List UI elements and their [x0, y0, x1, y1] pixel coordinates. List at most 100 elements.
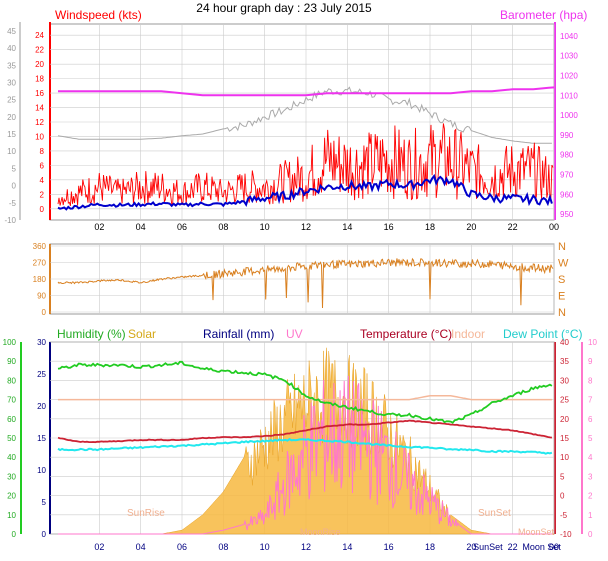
humidity-y-tick-label: 70 — [7, 396, 16, 405]
outer-y-tick-label: -10 — [4, 216, 16, 225]
uv-y-tick-label: 6 — [588, 415, 593, 424]
temp-y-tick-label: -5 — [560, 511, 568, 520]
wind-y-tick-label: 22 — [35, 46, 44, 55]
baro-y-tick-label: 1030 — [560, 52, 578, 61]
wind-x-tick-label: 10 — [260, 222, 270, 232]
wind-y-tick-label: 2 — [40, 190, 45, 199]
baro-y-tick-label: 1000 — [560, 111, 578, 120]
rain-y-tick-label: 30 — [37, 338, 46, 347]
rain-y-tick-label: 15 — [37, 434, 46, 443]
outer-y-tick-label: 0 — [12, 182, 17, 191]
humidity-y-tick-label: 20 — [7, 492, 16, 501]
wind-x-tick-label: 00 — [549, 222, 559, 232]
sunrise-annotation: SunRise — [127, 508, 165, 519]
outer-y-tick-label: 30 — [7, 78, 16, 87]
temperature-line — [57, 419, 552, 444]
wind-direction-line — [57, 257, 554, 309]
uv-y-tick-label: 1 — [588, 511, 593, 520]
temp-y-tick-label: 40 — [560, 338, 569, 347]
dir-compass-label: S — [558, 274, 565, 286]
climate-x-tick-label: 22 — [508, 542, 518, 552]
uv-y-tick-label: 8 — [588, 376, 593, 385]
page-title: 24 hour graph day : 23 July 2015 — [196, 1, 372, 15]
humidity-y-tick-label: 40 — [7, 453, 16, 462]
dir-compass-label: W — [558, 258, 569, 270]
uv-y-tick-label: 10 — [588, 338, 597, 347]
rain-y-tick-label: 0 — [42, 530, 47, 539]
rainfall-label: Rainfall (mm) — [203, 327, 274, 341]
baro-extreme-line — [57, 86, 552, 144]
temp-y-tick-label: 5 — [560, 472, 565, 481]
wind-y-tick-label: 6 — [40, 161, 45, 170]
climate-x-tick-label: 00 — [549, 542, 559, 552]
climate-x-tick-label: 08 — [218, 542, 228, 552]
wind-y-tick-label: 18 — [35, 75, 44, 84]
climate-x-tick-label: SunSet — [473, 542, 503, 552]
wind-y-tick-label: 16 — [35, 89, 44, 98]
temp-y-tick-label: 20 — [560, 415, 569, 424]
rain-y-tick-label: 10 — [37, 466, 46, 475]
dir-y-tick-label: 360 — [33, 242, 47, 251]
wind-y-tick-label: 20 — [35, 60, 44, 69]
wind-y-tick-label: 4 — [40, 176, 45, 185]
climate-x-tick-label: 04 — [136, 542, 146, 552]
indoor-label: Indoor — [451, 327, 485, 341]
baro-y-tick-label: 990 — [560, 131, 574, 140]
wind-x-tick-label: 06 — [177, 222, 187, 232]
climate-x-tick-label: 10 — [260, 542, 270, 552]
climate-x-tick-label: 16 — [384, 542, 394, 552]
humidity-label: Humidity (%) — [57, 327, 126, 341]
outer-y-tick-label: 40 — [7, 44, 16, 53]
windspeed-line — [57, 123, 554, 207]
humidity-y-tick-label: 80 — [7, 376, 16, 385]
indoor-temp-line — [58, 395, 552, 401]
baro-y-tick-label: 950 — [560, 210, 574, 219]
uv-label: UV — [286, 327, 303, 341]
outer-y-tick-label: 10 — [7, 147, 16, 156]
climate-x-tick-label: 06 — [177, 542, 187, 552]
outer-y-tick-label: 15 — [7, 130, 16, 139]
uv-y-tick-label: 4 — [588, 453, 593, 462]
climate-x-tick-label: Moon Set — [522, 542, 561, 552]
humidity-y-tick-label: 60 — [7, 415, 16, 424]
baro-y-tick-label: 960 — [560, 190, 574, 199]
moonrise-annotation: MoonRise — [300, 527, 341, 537]
dir-compass-label: N — [558, 241, 566, 253]
temp-y-tick-label: 25 — [560, 396, 569, 405]
dir-compass-label: N — [558, 307, 566, 319]
wind-x-tick-label: 14 — [342, 222, 352, 232]
climate-x-tick-label: 20 — [466, 542, 476, 552]
humidity-y-tick-label: 30 — [7, 472, 16, 481]
temp-y-tick-label: 10 — [560, 453, 569, 462]
humidity-y-tick-label: 10 — [7, 511, 16, 520]
wind-x-tick-label: 04 — [136, 222, 146, 232]
wind-y-tick-label: 0 — [40, 205, 45, 214]
outer-y-tick-label: 20 — [7, 113, 16, 122]
uv-y-tick-label: 0 — [588, 530, 593, 539]
dewpoint-label: Dew Point (°C) — [503, 327, 582, 341]
dewpoint-line — [57, 438, 553, 455]
wind-y-tick-label: 8 — [40, 147, 45, 156]
baro-y-tick-label: 1040 — [560, 32, 578, 41]
climate-x-tick-label: 18 — [425, 542, 435, 552]
sunset-annotation: SunSet — [478, 508, 511, 519]
rain-y-tick-label: 25 — [37, 370, 46, 379]
wind-y-tick-label: 24 — [35, 31, 44, 40]
uv-y-tick-label: 5 — [588, 434, 593, 443]
wind-y-tick-label: 12 — [35, 118, 44, 127]
uv-y-tick-label: 3 — [588, 472, 593, 481]
baro-axis-label: Barometer (hpa) — [500, 8, 587, 22]
humidity-y-tick-label: 90 — [7, 357, 16, 366]
wind-y-tick-label: 10 — [35, 132, 44, 141]
dir-y-tick-label: 270 — [33, 259, 47, 268]
outer-y-tick-label: -5 — [9, 199, 17, 208]
temperature-label: Temperature (°C) — [360, 327, 452, 341]
temp-y-tick-label: -10 — [560, 530, 572, 539]
outer-y-tick-label: 35 — [7, 61, 16, 70]
baro-y-tick-label: 980 — [560, 151, 574, 160]
dir-y-tick-label: 90 — [37, 292, 46, 301]
wind-x-tick-label: 22 — [508, 222, 518, 232]
dir-compass-label: E — [558, 291, 565, 303]
temp-y-tick-label: 0 — [560, 492, 565, 501]
